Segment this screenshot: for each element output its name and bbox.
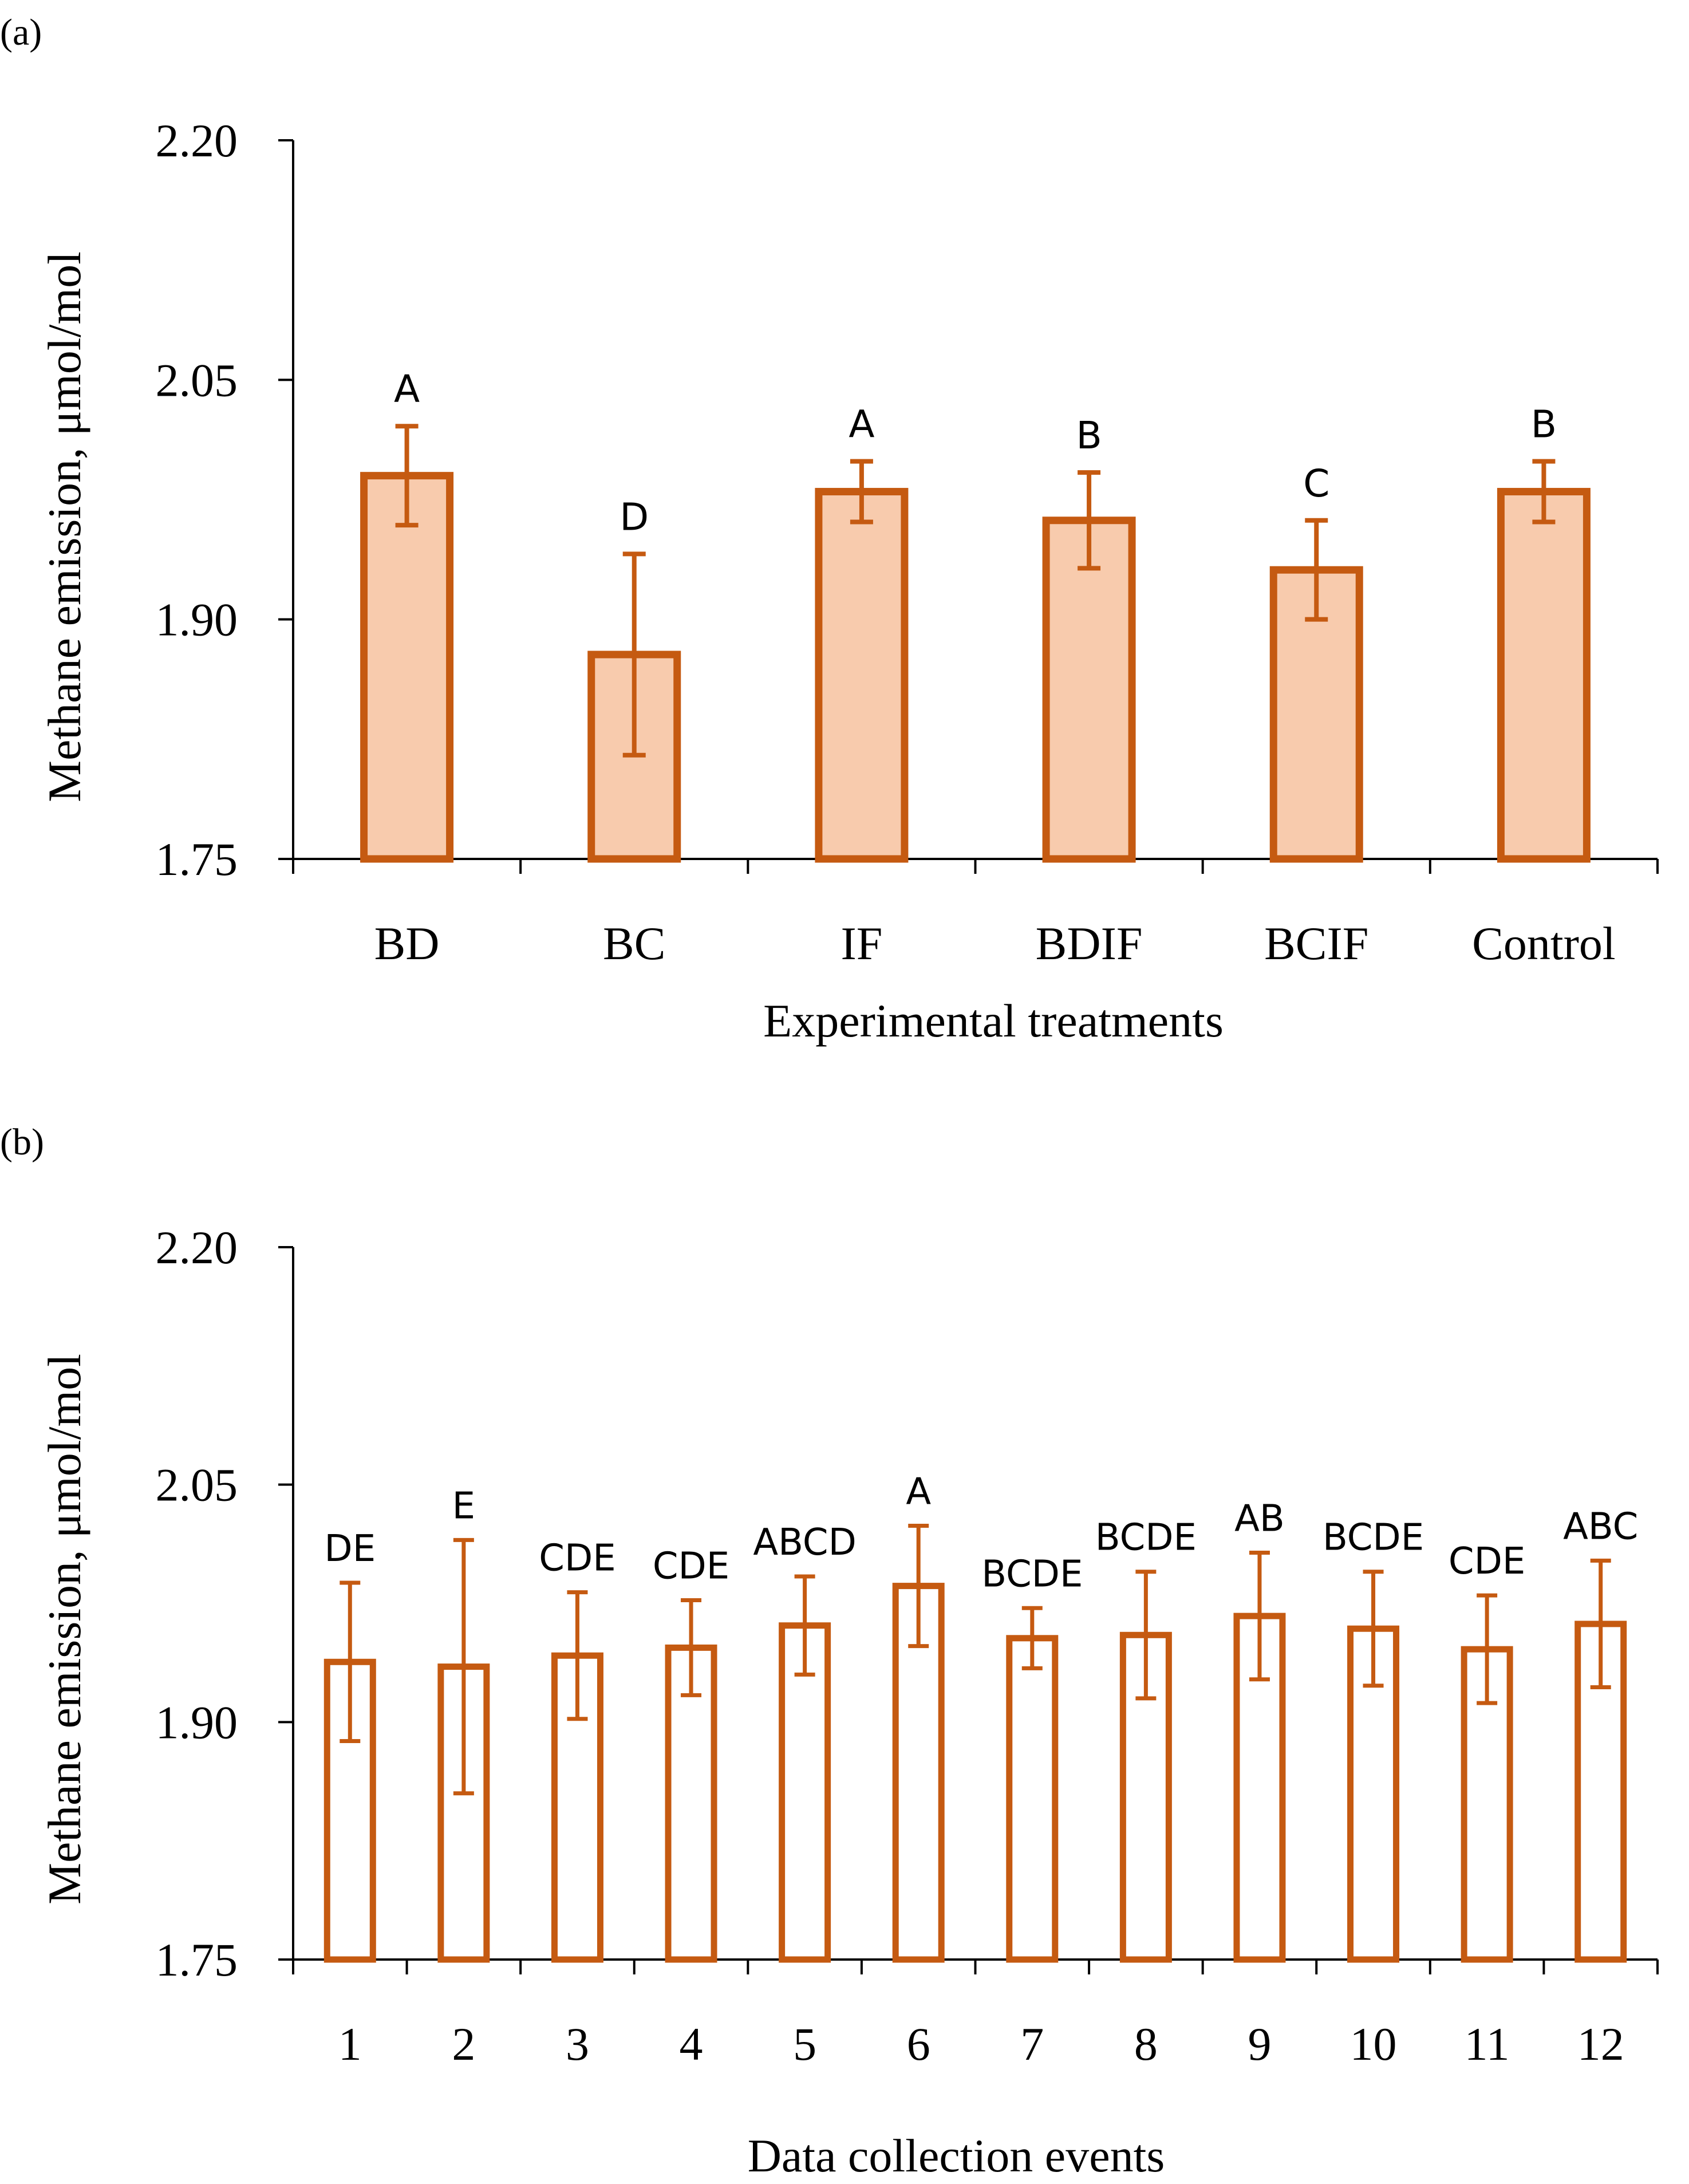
chart-a-y-tick-label: 2.20 xyxy=(156,115,238,167)
chart-b-y-tick-label: 1.90 xyxy=(156,1696,238,1748)
chart-b-x-tick-label: 2 xyxy=(452,2018,475,2070)
chart-b-significance-letter: CDE xyxy=(653,1545,729,1587)
chart-a-bar xyxy=(1497,488,1591,863)
chart-a-y-tick-label: 1.90 xyxy=(156,594,238,646)
chart-a-significance-letter: C xyxy=(1303,462,1329,506)
chart-a-marks: 1.75 1.90 2.05 2.20 A BD D BC A IF B BDIF C BCIF B Cont… xyxy=(156,115,1659,969)
chart-a-x-tick-label: BCIF xyxy=(1264,917,1368,969)
chart-b-x-tick-label: 1 xyxy=(338,2018,362,2070)
chart-b-y-tick-label: 2.05 xyxy=(156,1459,238,1511)
chart-b-significance-letter: ABC xyxy=(1563,1505,1638,1548)
chart-panel-a: (a) 1.75 1.90 2.05 2.20 A BD D BC A IF B BDIF C BCIF B… xyxy=(0,11,1659,1047)
chart-a-significance-letter: D xyxy=(619,495,649,539)
chart-b-x-tick-label: 9 xyxy=(1248,2018,1271,2070)
chart-b-y-tick-label: 2.20 xyxy=(156,1221,238,1274)
chart-b-marks: 1.75 1.90 2.05 2.20 DE 1 E 2 CDE 3 CDE 4 ABCD 5 A 6 BCDE… xyxy=(156,1221,1659,2070)
chart-b-y-tick-label: 1.75 xyxy=(156,1934,238,1986)
chart-b-significance-letter: AB xyxy=(1234,1498,1285,1540)
chart-b-x-tick-label: 3 xyxy=(566,2018,589,2070)
chart-b-significance-letter: BCDE xyxy=(1095,1517,1197,1559)
chart-b-significance-letter: ABCD xyxy=(753,1521,857,1564)
panel-label-a: (a) xyxy=(0,11,42,53)
panel-label-b: (b) xyxy=(0,1121,44,1163)
chart-b-bar xyxy=(665,1644,717,1963)
chart-b-significance-letter: BCDE xyxy=(981,1553,1083,1595)
chart-a-x-tick-label: BC xyxy=(603,917,665,969)
chart-a-significance-letter: B xyxy=(1531,403,1557,447)
chart-b-x-tick-label: 4 xyxy=(680,2018,703,2070)
chart-b-significance-letter: A xyxy=(906,1471,931,1513)
chart-a-y-tick-label: 1.75 xyxy=(156,833,238,885)
chart-b-x-tick-label: 10 xyxy=(1350,2018,1397,2070)
chart-b-bar xyxy=(1006,1635,1059,1963)
chart-a-x-tick-label: IF xyxy=(840,917,882,969)
chart-a-x-tick-label: Control xyxy=(1472,917,1616,969)
chart-b-y-axis-title: Methane emission, μmol/mol xyxy=(38,1354,90,1905)
chart-b-x-tick-label: 8 xyxy=(1134,2018,1158,2070)
chart-b-x-tick-label: 6 xyxy=(907,2018,930,2070)
chart-a-significance-letter: B xyxy=(1076,413,1102,458)
chart-a-x-tick-label: BD xyxy=(374,917,440,969)
chart-b-x-tick-label: 12 xyxy=(1577,2018,1624,2070)
chart-a-x-tick-label: BDIF xyxy=(1036,917,1143,969)
chart-panel-b: (b) 1.75 1.90 2.05 2.20 DE 1 E 2 CDE 3 CDE 4 ABCD 5 A 6… xyxy=(0,1121,1659,2182)
chart-b-significance-letter: BCDE xyxy=(1323,1517,1424,1559)
chart-a-significance-letter: A xyxy=(394,367,420,411)
chart-b-significance-letter: CDE xyxy=(1449,1540,1525,1583)
chart-a-y-axis-title: Methane emission, μmol/mol xyxy=(38,251,90,802)
chart-b-significance-letter: E xyxy=(452,1485,475,1527)
chart-b-significance-letter: DE xyxy=(324,1528,376,1570)
chart-b-x-tick-label: 7 xyxy=(1020,2018,1044,2070)
chart-a-significance-letter: A xyxy=(849,403,874,447)
chart-a-bar xyxy=(815,488,909,863)
chart-b-x-tick-label: 5 xyxy=(793,2018,816,2070)
chart-a-bar xyxy=(1042,517,1136,863)
chart-b-significance-letter: CDE xyxy=(539,1538,615,1580)
chart-a-y-tick-label: 2.05 xyxy=(156,354,238,406)
chart-a-x-axis-title: Experimental treatments xyxy=(763,995,1224,1047)
chart-a-bar xyxy=(360,472,454,863)
chart-b-x-tick-label: 11 xyxy=(1465,2018,1510,2070)
chart-b-x-axis-title: Data collection events xyxy=(748,2130,1165,2182)
